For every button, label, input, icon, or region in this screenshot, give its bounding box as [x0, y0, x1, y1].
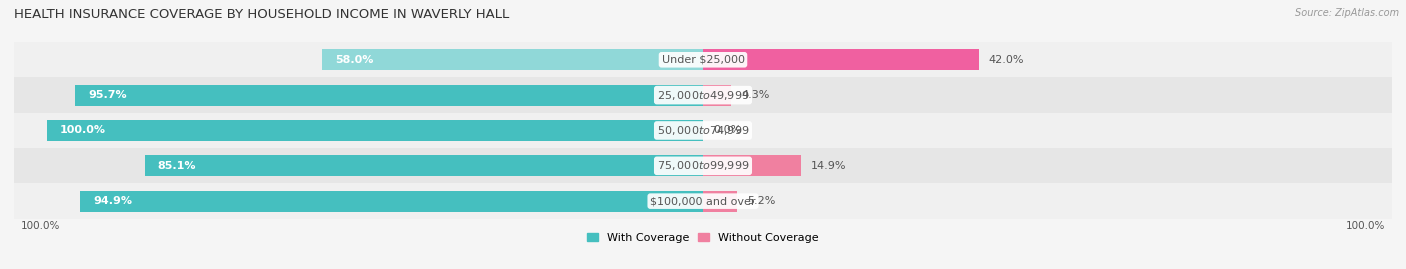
Bar [14, 148, 1392, 183]
Text: 94.9%: 94.9% [93, 196, 132, 206]
Text: $50,000 to $74,999: $50,000 to $74,999 [657, 124, 749, 137]
Text: 42.0%: 42.0% [988, 55, 1024, 65]
Bar [703, 84, 731, 106]
Text: 85.1%: 85.1% [157, 161, 197, 171]
Legend: With Coverage, Without Coverage: With Coverage, Without Coverage [582, 228, 824, 247]
Text: Source: ZipAtlas.com: Source: ZipAtlas.com [1295, 8, 1399, 18]
Text: 100.0%: 100.0% [21, 221, 60, 231]
Text: 0.0%: 0.0% [713, 125, 741, 136]
Bar [80, 190, 703, 212]
Bar [75, 84, 703, 106]
Bar [703, 190, 737, 212]
Bar [322, 49, 703, 70]
Text: 100.0%: 100.0% [1346, 221, 1385, 231]
Text: $75,000 to $99,999: $75,000 to $99,999 [657, 159, 749, 172]
Text: 58.0%: 58.0% [336, 55, 374, 65]
Text: 95.7%: 95.7% [89, 90, 127, 100]
Bar [14, 113, 1392, 148]
Bar [145, 155, 703, 176]
Bar [14, 42, 1392, 77]
Text: 5.2%: 5.2% [747, 196, 775, 206]
Bar [703, 49, 979, 70]
Text: 14.9%: 14.9% [811, 161, 846, 171]
Bar [14, 77, 1392, 113]
Bar [703, 155, 801, 176]
Text: 4.3%: 4.3% [741, 90, 769, 100]
Text: $25,000 to $49,999: $25,000 to $49,999 [657, 89, 749, 102]
Bar [14, 183, 1392, 219]
Text: HEALTH INSURANCE COVERAGE BY HOUSEHOLD INCOME IN WAVERLY HALL: HEALTH INSURANCE COVERAGE BY HOUSEHOLD I… [14, 8, 509, 21]
Bar [46, 120, 703, 141]
Text: Under $25,000: Under $25,000 [661, 55, 745, 65]
Text: 100.0%: 100.0% [60, 125, 105, 136]
Text: $100,000 and over: $100,000 and over [650, 196, 756, 206]
